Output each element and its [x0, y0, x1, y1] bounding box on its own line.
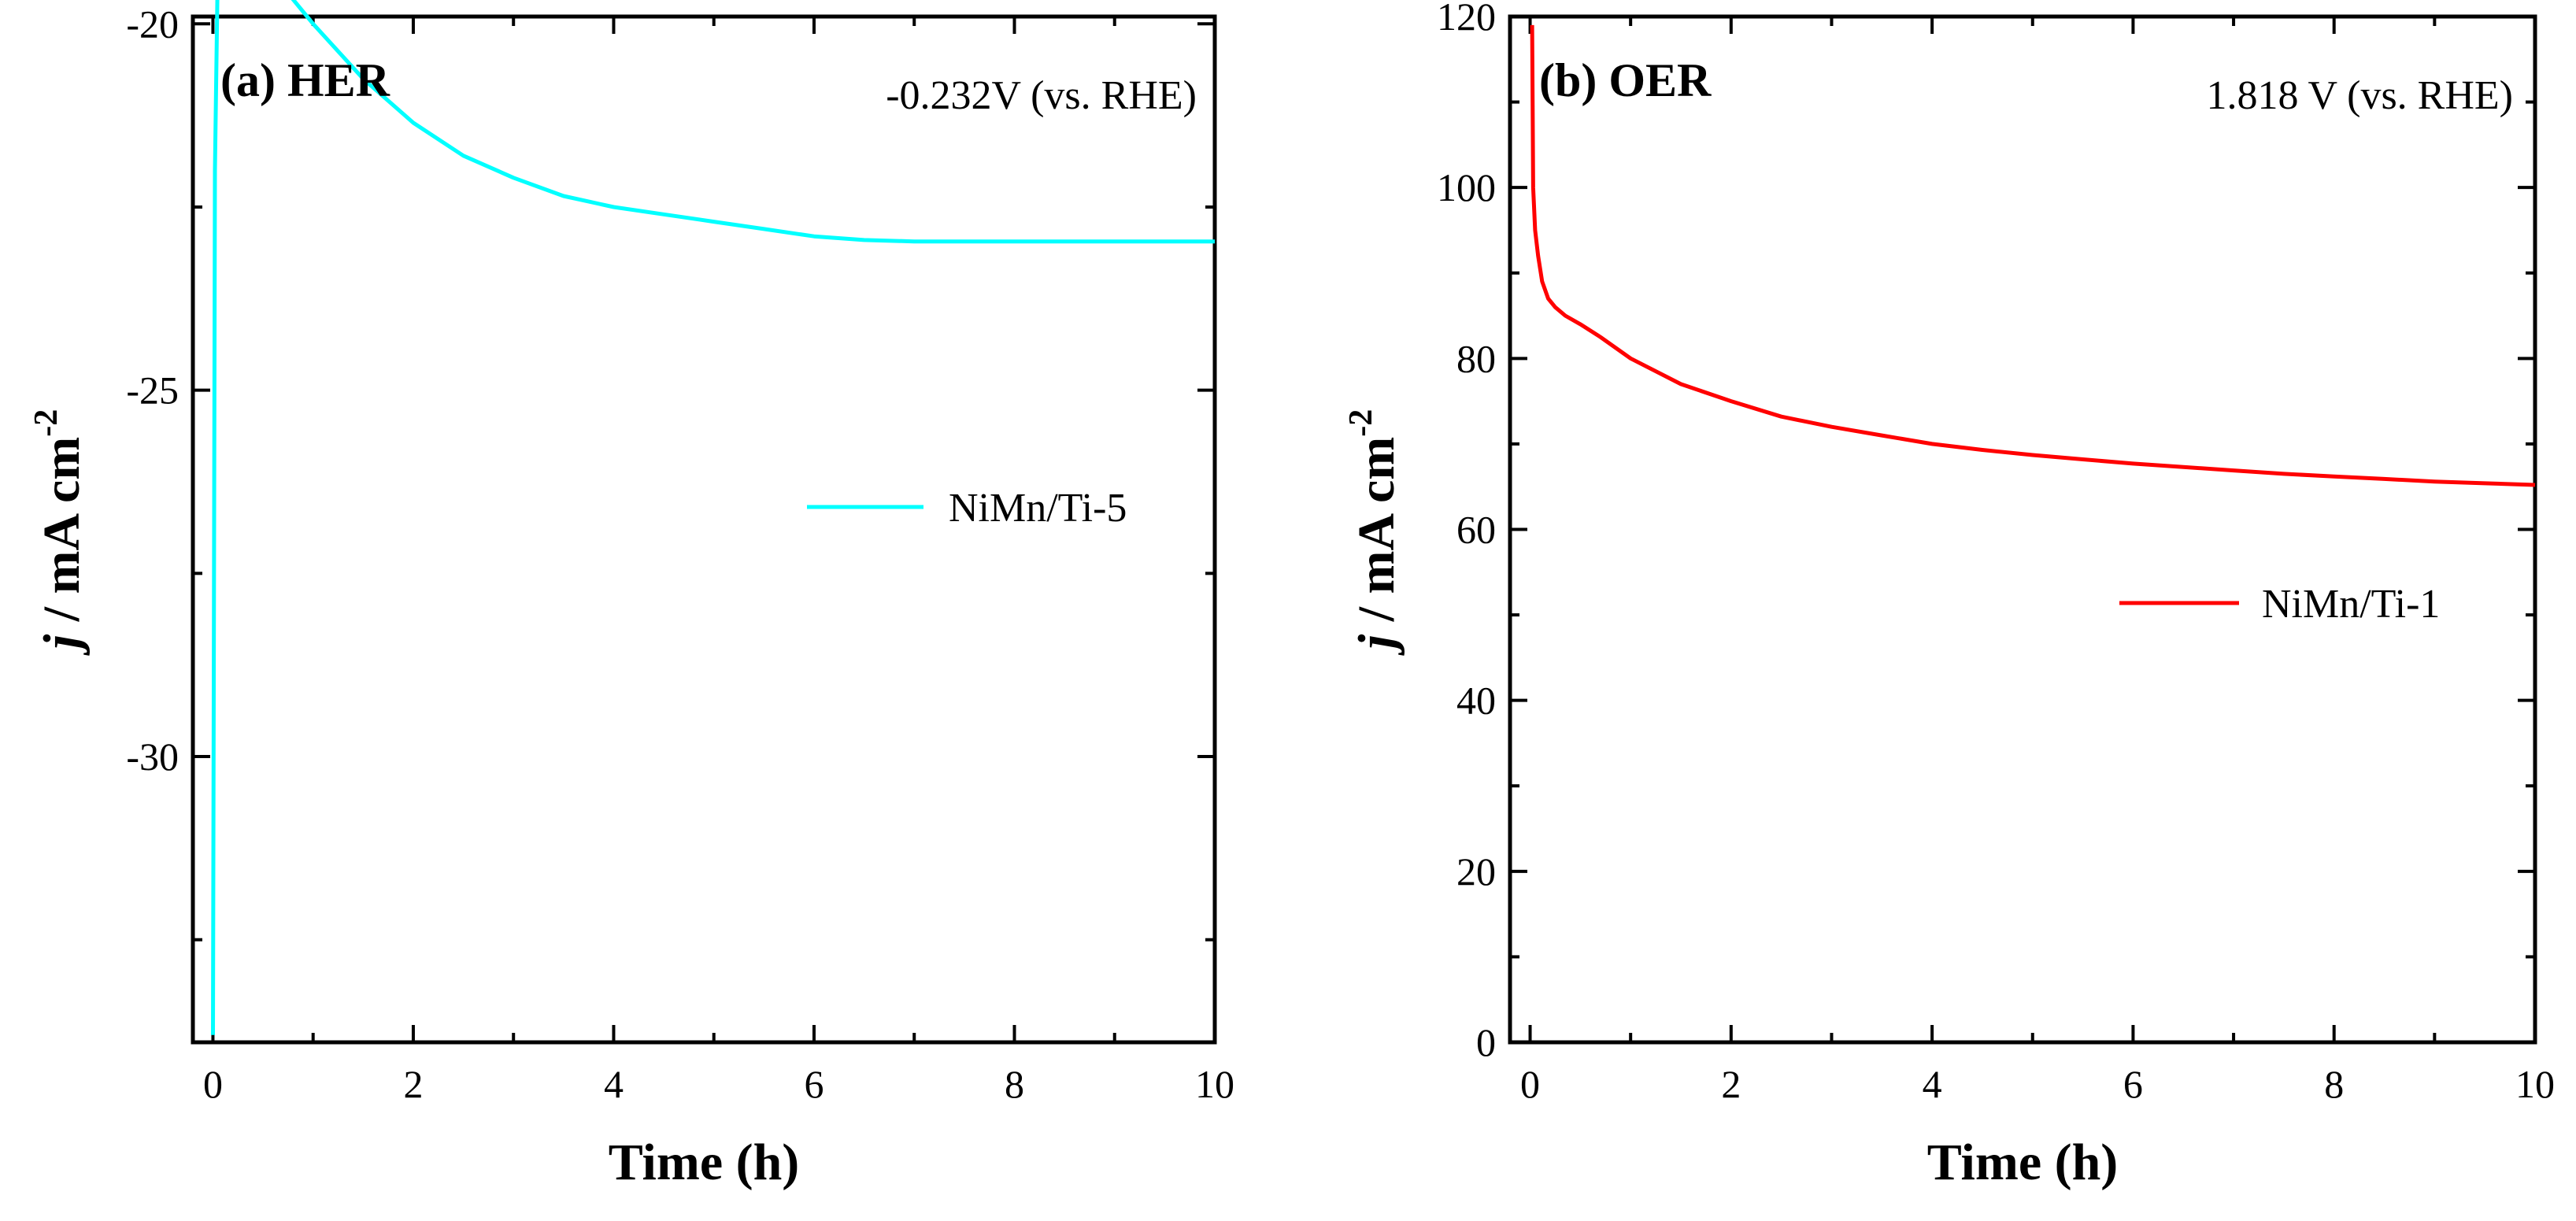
- her-y-axis-title: j / mA cm-2: [28, 409, 91, 656]
- her-x-tick-label: 6: [804, 1062, 824, 1106]
- her-condition-label: -0.232V (vs. RHE): [886, 73, 1197, 118]
- her-legend-text: NiMn/Ti-5: [949, 486, 1127, 531]
- her-y-tick-label: -30: [126, 734, 179, 779]
- oer-y-tick-label: 0: [1476, 1020, 1496, 1064]
- oer-x-tick-label: 10: [2515, 1062, 2555, 1106]
- oer-y-axis-exponent: -2: [1343, 409, 1379, 437]
- her-y-tick-label: -20: [126, 2, 179, 46]
- oer-x-tick-label: 8: [2324, 1062, 2344, 1106]
- her-panel-label: (a) HER: [220, 54, 390, 106]
- oer-plot-frame: [1508, 14, 2537, 1045]
- oer-condition-label: 1.818 V (vs. RHE): [2206, 73, 2513, 118]
- her-series-line: [211, 0, 1215, 1035]
- oer-x-axis-title: Time (h): [1927, 1134, 2119, 1191]
- oer-y-tick-label: 40: [1456, 679, 1496, 723]
- oer-y-axis-unit: / mA cm: [1348, 437, 1405, 635]
- her-x-axis-title: Time (h): [609, 1134, 800, 1191]
- oer-panel-label: (b) OER: [1539, 54, 1712, 106]
- her-x-tick-label: 2: [403, 1062, 423, 1106]
- her-ticks: [193, 17, 1216, 1042]
- her-y-tick-label: -25: [126, 368, 179, 413]
- her-tick-labels: 0 2 4 6 8 10 -20 -25 -30: [126, 2, 1234, 1106]
- her-y-axis-unit: / mA cm: [33, 437, 91, 635]
- oer-ticks: [1510, 15, 2537, 1044]
- her-y-axis-exponent: -2: [28, 409, 65, 437]
- oer-x-tick-label: 6: [2123, 1062, 2143, 1106]
- oer-legend-text: NiMn/Ti-1: [2262, 582, 2440, 627]
- oer-x-tick-label: 4: [1923, 1062, 1942, 1106]
- her-plot-frame: [191, 14, 1217, 1045]
- her-x-tick-label: 8: [1005, 1062, 1024, 1106]
- oer-x-tick-label: 2: [1721, 1062, 1741, 1106]
- oer-y-tick-label: 20: [1456, 849, 1496, 894]
- oer-x-tick-label: 0: [1520, 1062, 1540, 1106]
- oer-y-axis-title: j / mA cm-2: [1343, 409, 1405, 656]
- oer-y-tick-label: 80: [1456, 336, 1496, 380]
- her-x-tick-label: 10: [1195, 1062, 1234, 1106]
- her-y-axis-symbol: j: [33, 634, 91, 656]
- oer-y-axis-symbol: j: [1348, 634, 1405, 656]
- oer-y-tick-label: 120: [1437, 0, 1496, 39]
- her-x-tick-label: 0: [203, 1062, 223, 1106]
- her-x-tick-label: 4: [604, 1062, 624, 1106]
- her-panel: 0 2 4 6 8 10 -20 -25 -30 (a) HER -0.232V (vs. RH…: [28, 0, 1234, 1191]
- oer-y-tick-label: 60: [1456, 508, 1496, 552]
- oer-series-line: [1530, 24, 2536, 487]
- oer-y-tick-label: 100: [1437, 165, 1496, 209]
